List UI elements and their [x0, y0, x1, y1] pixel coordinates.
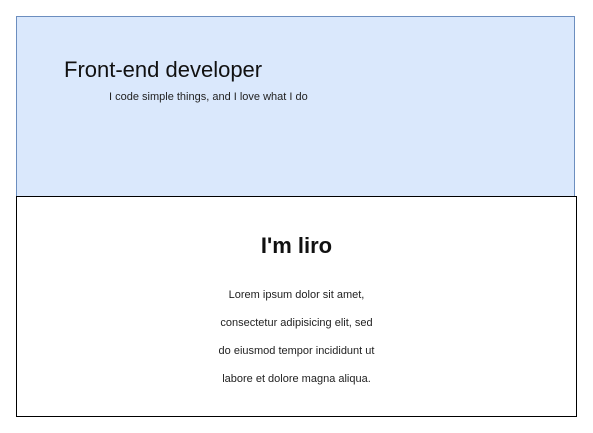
hero-subtitle: I code simple things, and I love what I … — [109, 91, 308, 103]
about-heading: I'm liro — [260, 233, 333, 258]
about-line: labore et dolore magna aliqua. — [222, 373, 371, 385]
about-paragraph: Lorem ipsum dolor sit amet, consectetur … — [17, 287, 576, 399]
hero-section: Front-end developer I code simple things… — [16, 16, 575, 196]
about-section: I'm liro Lorem ipsum dolor sit amet, con… — [16, 196, 577, 417]
about-line: Lorem ipsum dolor sit amet, — [228, 289, 365, 301]
hero-title: Front-end developer — [64, 57, 263, 82]
about-line: do eiusmod tempor incididunt ut — [218, 345, 375, 357]
about-line: consectetur adipisicing elit, sed — [220, 317, 373, 329]
